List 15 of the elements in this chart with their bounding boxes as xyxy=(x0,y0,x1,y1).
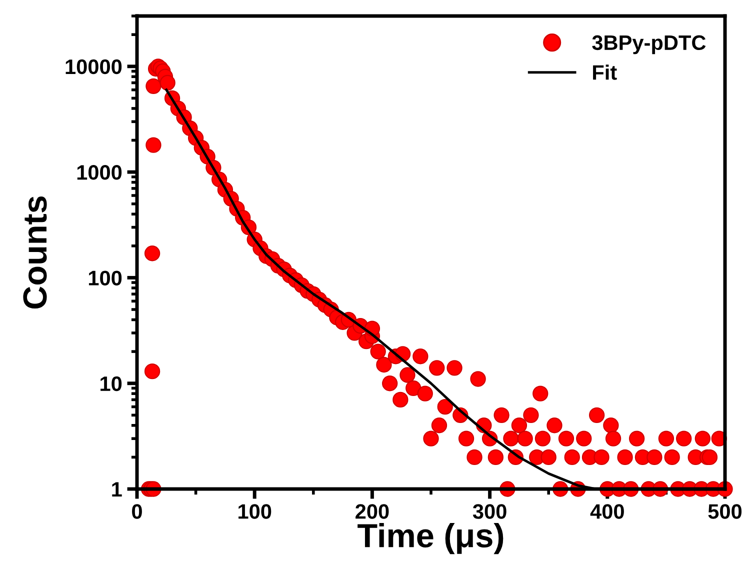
y-tick-label: 1 xyxy=(112,482,122,497)
legend-label: 3BPy-pDTC xyxy=(592,35,706,54)
y-tick-label: 10000 xyxy=(66,59,122,74)
x-axis-title: Time (μs) xyxy=(358,523,504,554)
y-axis-title: Counts xyxy=(23,196,47,309)
x-tick-label: 400 xyxy=(590,504,624,519)
x-tick-label: 200 xyxy=(356,504,389,519)
x-tick-label: 0 xyxy=(132,504,142,519)
y-tick-label: 10 xyxy=(100,376,122,392)
y-tick-label: 1000 xyxy=(77,165,122,180)
y-tick-label: 100 xyxy=(88,270,122,286)
x-tick-label: 100 xyxy=(238,504,272,519)
x-tick-label: 300 xyxy=(472,504,506,519)
legend-label: Fit xyxy=(593,64,617,80)
x-tick-label: 500 xyxy=(708,504,742,519)
